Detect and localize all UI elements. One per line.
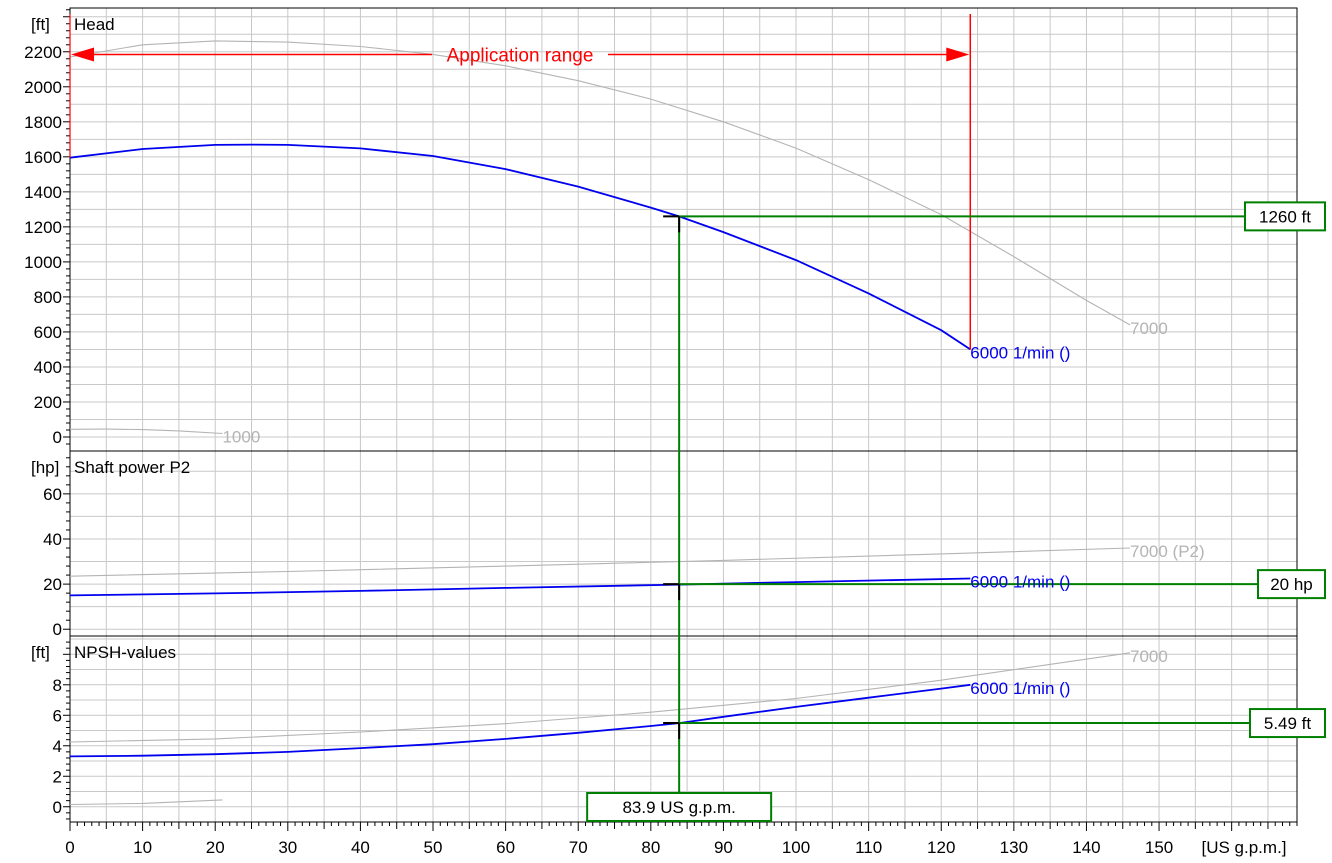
y-tick-label: 0 bbox=[53, 428, 62, 447]
curve-6000-1-min- bbox=[69, 683, 971, 758]
x-tick-label: 70 bbox=[569, 838, 588, 857]
application-range-arrowhead-right bbox=[946, 47, 970, 62]
x-tick-label: 80 bbox=[641, 838, 660, 857]
minor-ticks bbox=[63, 9, 1298, 831]
y-tick-label: 400 bbox=[34, 358, 62, 377]
curve-label: 7000 bbox=[1130, 319, 1168, 338]
x-tick-label: 90 bbox=[714, 838, 733, 857]
npsh-value-label-box bbox=[1249, 708, 1326, 739]
npsh-value-label: 5.49 ft bbox=[1264, 714, 1312, 733]
y-tick-label: 0 bbox=[53, 620, 62, 639]
y-tick-label: 8 bbox=[53, 676, 62, 695]
y-tick-label: 1200 bbox=[24, 218, 62, 237]
y-tick-label: 1400 bbox=[24, 183, 62, 202]
grid bbox=[70, 8, 1297, 822]
y-tick-label: 2200 bbox=[24, 43, 62, 62]
y-tick-label: 20 bbox=[43, 575, 62, 594]
flow-value-label-box bbox=[586, 792, 773, 822]
labels: 0 10 20 30 40 50 60 70 80 90 100 110 120 130 140 150 [US… bbox=[24, 15, 1286, 857]
curve-7000 bbox=[69, 40, 1131, 326]
curve-label: 6000 1/min () bbox=[970, 679, 1070, 698]
y-axis-unit-label: [hp] bbox=[31, 458, 59, 477]
y-tick-label: 200 bbox=[34, 393, 62, 412]
flow-value-label: 83.9 US g.p.m. bbox=[622, 798, 735, 817]
x-tick-label: 110 bbox=[855, 838, 882, 857]
panel-title: Shaft power P2 bbox=[74, 458, 190, 477]
y-tick-label: 1600 bbox=[24, 148, 62, 167]
y-tick-label: 1000 bbox=[24, 253, 62, 272]
x-tick-label: 50 bbox=[424, 838, 443, 857]
x-tick-label: 140 bbox=[1072, 838, 1100, 857]
curve-6000-1-min- bbox=[69, 577, 971, 597]
panel-title: Head bbox=[74, 15, 115, 34]
head-value-label: 1260 ft bbox=[1259, 207, 1311, 226]
curve-label: 7000 (P2) bbox=[1130, 542, 1205, 561]
y-tick-label: 6 bbox=[53, 706, 62, 725]
application-range-label: Application range bbox=[447, 46, 594, 67]
curve-label: 6000 1/min () bbox=[970, 572, 1070, 591]
y-tick-label: 600 bbox=[34, 323, 62, 342]
y-tick-label: 2 bbox=[53, 767, 62, 786]
x-tick-label: 100 bbox=[782, 838, 810, 857]
y-tick-label: 4 bbox=[53, 737, 62, 756]
curve-label: 1000 bbox=[222, 427, 260, 446]
curve-unnamed bbox=[69, 799, 223, 806]
y-tick-label: 40 bbox=[43, 530, 62, 549]
y-axis-unit-label: [ft] bbox=[31, 643, 50, 662]
power-value-label-box bbox=[1257, 569, 1326, 600]
curve-7000 bbox=[69, 652, 1131, 743]
curve-label: 6000 1/min () bbox=[970, 343, 1070, 362]
x-tick-label: 130 bbox=[1000, 838, 1028, 857]
curves bbox=[69, 40, 1131, 806]
y-tick-label: 0 bbox=[53, 798, 62, 817]
x-tick-label: 0 bbox=[65, 838, 74, 857]
head-value-label-box bbox=[1244, 201, 1326, 232]
x-tick-label: 120 bbox=[927, 838, 955, 857]
curve-6000-1-min- bbox=[69, 143, 971, 351]
x-tick-label: 10 bbox=[133, 838, 152, 857]
power-value-label: 20 hp bbox=[1270, 575, 1313, 594]
x-tick-label: 150 bbox=[1145, 838, 1173, 857]
y-tick-label: 1800 bbox=[24, 113, 62, 132]
y-tick-label: 60 bbox=[43, 485, 62, 504]
panel-borders bbox=[69, 7, 1298, 823]
y-tick-label: 800 bbox=[34, 288, 62, 307]
operating-point: 1260 ft 20 hp 5.49 ft 83.9 US g.p.m. bbox=[586, 201, 1326, 822]
y-axis-unit-label: [ft] bbox=[31, 15, 50, 34]
application-range-arrowhead-left bbox=[71, 47, 94, 62]
y-tick-label: 2000 bbox=[24, 78, 62, 97]
x-tick-label: 20 bbox=[206, 838, 225, 857]
x-axis-unit-label: [US g.p.m.] bbox=[1201, 838, 1286, 857]
x-tick-label: 60 bbox=[496, 838, 515, 857]
curve-label: 7000 bbox=[1130, 647, 1168, 666]
curve-7000-p2- bbox=[69, 547, 1131, 577]
panel-title: NPSH-values bbox=[74, 643, 176, 662]
curve-1000 bbox=[69, 428, 223, 435]
application-range: Application range bbox=[69, 14, 972, 350]
x-tick-label: 40 bbox=[351, 838, 370, 857]
x-tick-label: 30 bbox=[278, 838, 297, 857]
